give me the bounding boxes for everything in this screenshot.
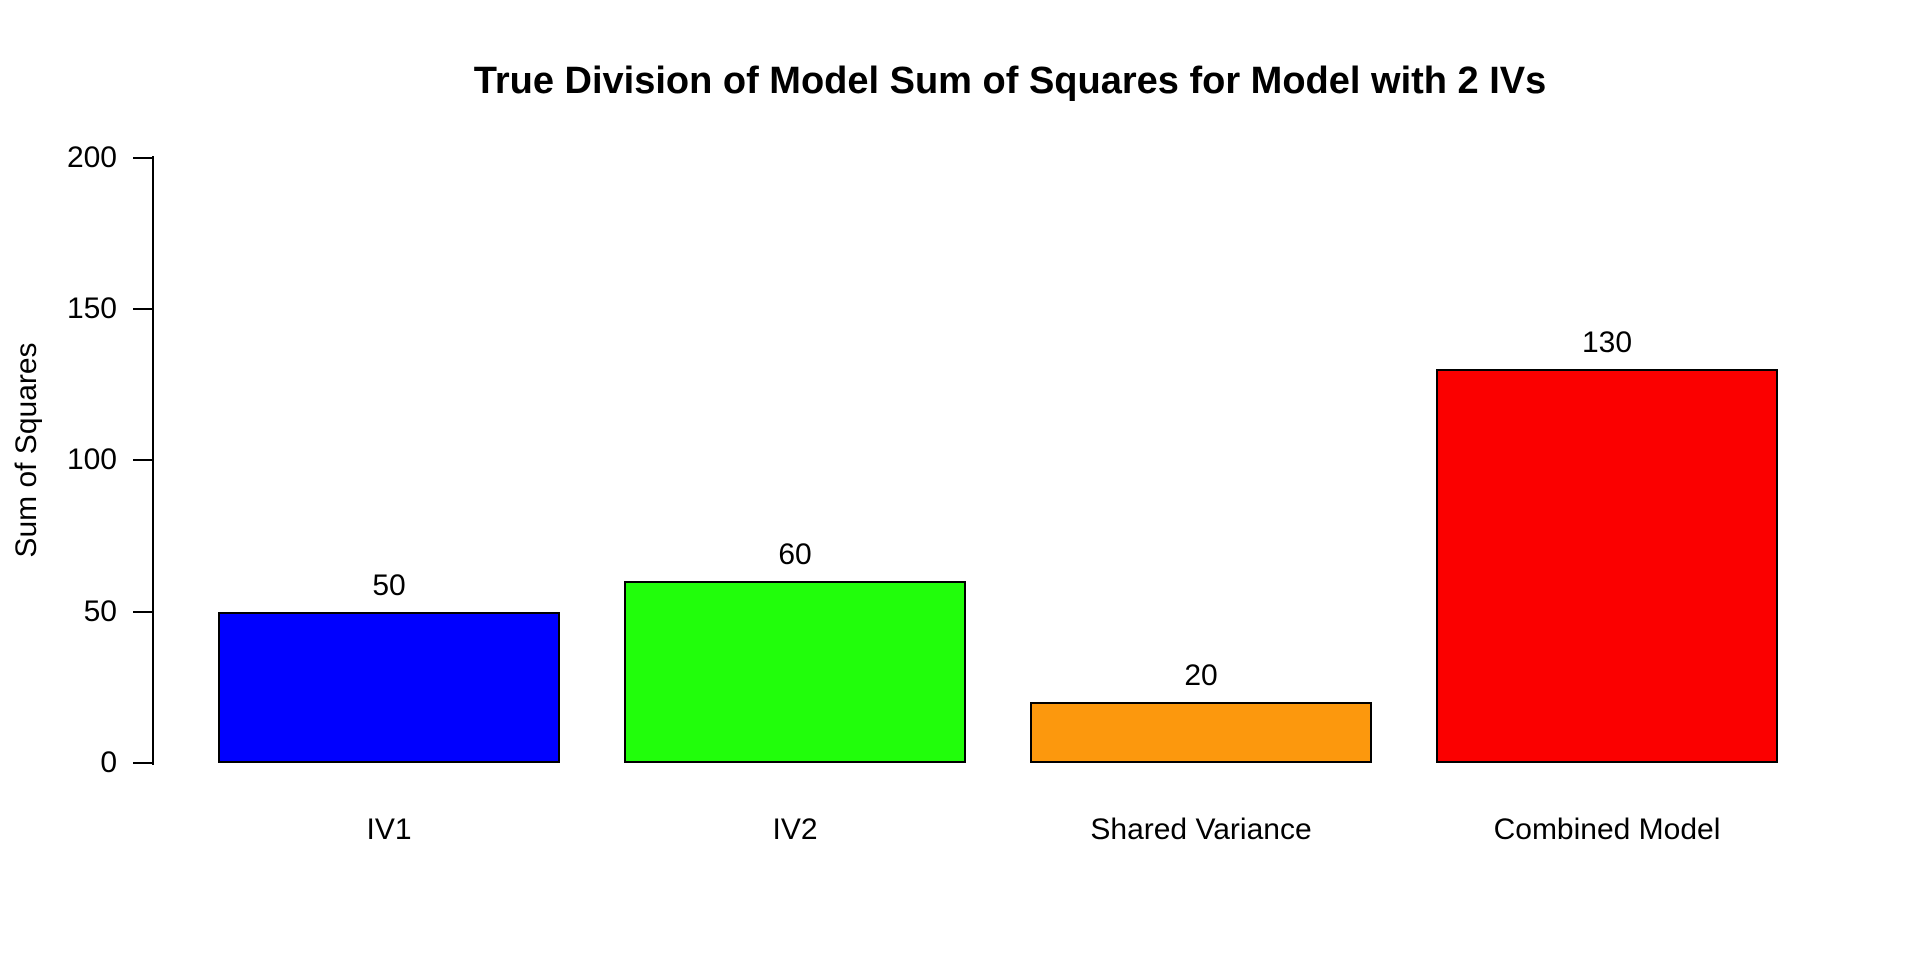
bar-combined-model: [1436, 369, 1778, 763]
y-tick-label: 150: [66, 291, 117, 325]
y-tick-mark: [133, 307, 153, 310]
bar-value-label: 130: [1581, 326, 1633, 360]
bar-category-label: IV2: [772, 813, 818, 846]
y-tick-mark: [133, 610, 153, 613]
y-tick-label: 50: [83, 594, 117, 628]
bar-value-label: 50: [372, 568, 406, 602]
chart-title: True Division of Model Sum of Squares fo…: [473, 60, 1547, 102]
bar-shared-variance: [1030, 702, 1372, 763]
bar-value-label: 60: [778, 538, 812, 572]
y-tick-mark: [133, 459, 153, 462]
y-axis-line: [152, 156, 154, 765]
bar-iv2: [624, 581, 966, 763]
y-tick-mark: [133, 156, 153, 159]
y-tick-label: 0: [100, 746, 117, 779]
y-tick-label: 200: [66, 140, 117, 174]
y-tick-mark: [133, 762, 153, 764]
bar-value-label: 20: [1184, 659, 1218, 693]
bar-iv1: [218, 611, 560, 763]
y-tick-label: 100: [66, 443, 117, 477]
bar-category-label: IV1: [366, 813, 412, 846]
bar-category-label: Combined Model: [1493, 813, 1721, 846]
bar-category-label: Shared Variance: [1090, 813, 1312, 846]
